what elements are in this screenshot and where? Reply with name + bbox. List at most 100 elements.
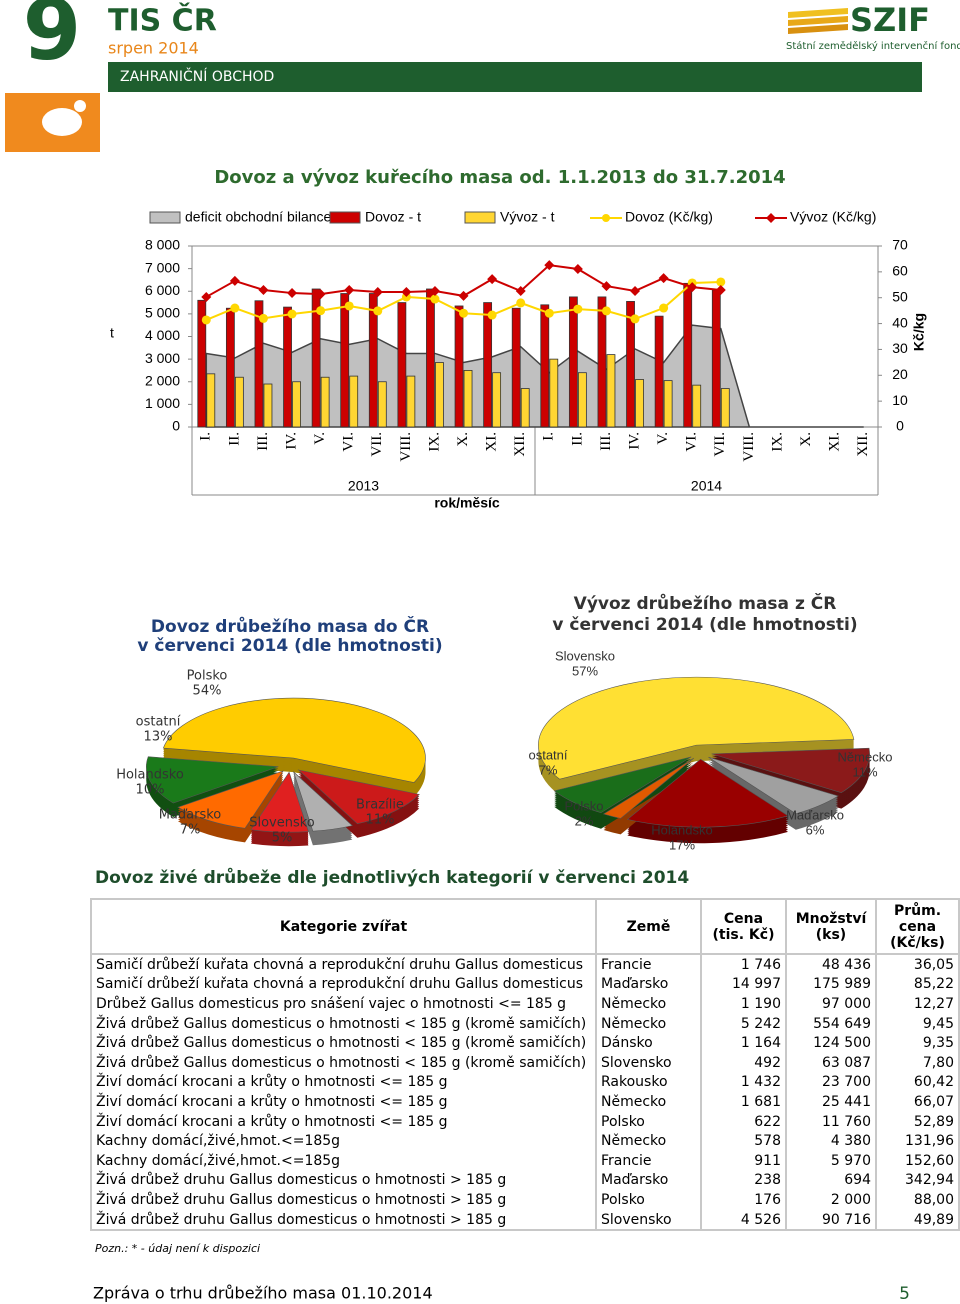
table-cell: 1 746 bbox=[700, 954, 787, 975]
marker bbox=[515, 285, 526, 296]
pie-slice bbox=[602, 757, 694, 819]
table-cell: 694 bbox=[785, 1170, 877, 1191]
marker bbox=[430, 294, 440, 304]
y-tick-label: 7 000 bbox=[145, 259, 180, 275]
x-tick-label: III. bbox=[255, 432, 271, 451]
pie-value-label: 54% bbox=[193, 684, 222, 699]
y2-tick-label: 20 bbox=[892, 366, 908, 382]
x-tick-label: VIII. bbox=[741, 432, 757, 462]
marker bbox=[201, 315, 211, 325]
page-number: 5 bbox=[899, 1284, 910, 1304]
marker bbox=[487, 274, 498, 285]
marker bbox=[487, 310, 497, 320]
table-cell: Živí domácí krocani a krůty o hmotnosti … bbox=[90, 1072, 597, 1093]
table-cell: Francie bbox=[595, 954, 702, 975]
table-cell: 11 760 bbox=[785, 1111, 877, 1132]
table-row: Kachny domácí,živé,hmot.<=185g Německo 578… bbox=[90, 1131, 960, 1151]
pie-value-label: 17% bbox=[669, 837, 695, 852]
table-cell: Polsko bbox=[595, 1111, 702, 1132]
x-tick-label: II. bbox=[226, 432, 242, 446]
table-cell: 90 716 bbox=[785, 1209, 877, 1232]
bar bbox=[692, 384, 702, 428]
bar bbox=[225, 307, 235, 428]
marker bbox=[658, 273, 669, 284]
x-tick-label: VII. bbox=[712, 432, 728, 457]
table-cell: 85,22 bbox=[875, 974, 960, 995]
marker bbox=[258, 313, 268, 323]
table-cell: 5 970 bbox=[785, 1150, 877, 1171]
table-cell: Kachny domácí,živé,hmot.<=185g bbox=[90, 1131, 597, 1151]
table-title: Dovoz živé drůbeže dle jednotlivých kate… bbox=[95, 866, 689, 888]
x-tick-label: III. bbox=[598, 432, 614, 451]
y2-tick-label: 30 bbox=[892, 340, 908, 356]
marker bbox=[659, 303, 669, 313]
marker bbox=[429, 285, 440, 296]
pie-slice bbox=[553, 756, 692, 814]
x-tick-label: X. bbox=[455, 432, 471, 447]
logo-number: 9 bbox=[23, 0, 81, 79]
pie-label: Maďarsko bbox=[159, 808, 222, 823]
bar bbox=[711, 289, 721, 428]
x-tick-label: II. bbox=[569, 432, 585, 446]
legend-swatch bbox=[329, 211, 361, 224]
pie-slice bbox=[538, 676, 855, 780]
table-cell: 152,60 bbox=[875, 1150, 960, 1171]
table-cell: 12,27 bbox=[875, 994, 960, 1014]
bar bbox=[406, 375, 416, 428]
table-cell: Živí domácí krocani a krůty o hmotnosti … bbox=[90, 1092, 597, 1112]
table-cell: 2 000 bbox=[785, 1190, 877, 1210]
data-table: Kategorie zvířat Země Cena (tis. Kč) Množst… bbox=[90, 898, 960, 1232]
pie-value-label: 11% bbox=[366, 813, 395, 828]
table-cell: Polsko bbox=[595, 1190, 702, 1210]
legend-swatch bbox=[464, 211, 496, 224]
marker bbox=[716, 277, 726, 287]
bar bbox=[568, 296, 578, 428]
table-cell: 4 526 bbox=[700, 1209, 787, 1232]
org-short: SZIF bbox=[850, 1, 930, 39]
table-body: Samičí drůbeží kuřata chovná a reprodukč… bbox=[90, 954, 960, 1232]
pie-label: Holandsko bbox=[116, 768, 184, 783]
legend-label: Dovoz (Kč/kg) bbox=[625, 209, 713, 225]
table-row: Živá drůbež druhu Gallus domesticus o hm… bbox=[90, 1209, 960, 1232]
logo-title: TIS ČR bbox=[108, 2, 217, 39]
marker bbox=[316, 306, 326, 316]
table-cell: 1 190 bbox=[700, 994, 787, 1014]
table-cell: Německo bbox=[595, 994, 702, 1014]
bar bbox=[720, 388, 730, 428]
y-tick-label: 3 000 bbox=[145, 350, 180, 366]
y-axis-label: t bbox=[110, 325, 114, 341]
table-cell: Německo bbox=[595, 1092, 702, 1112]
bar bbox=[654, 315, 664, 428]
pie-slice bbox=[250, 771, 309, 833]
table-cell: Rakousko bbox=[595, 1072, 702, 1093]
marker bbox=[687, 282, 698, 293]
x-tick-label: VII. bbox=[369, 432, 385, 457]
note: Pozn.: * - údaj není k dispozici bbox=[95, 1242, 260, 1255]
pie-value-label: 7% bbox=[180, 823, 201, 838]
pie-label: Německo bbox=[838, 749, 893, 764]
x-tick-label: VI. bbox=[684, 432, 700, 452]
y-tick-label: 4 000 bbox=[145, 327, 180, 343]
pie-slice bbox=[162, 697, 426, 783]
x-tick-label: I. bbox=[541, 432, 557, 441]
pie-title: Dovoz drůbežího masa do ČR bbox=[151, 615, 429, 637]
bar bbox=[540, 304, 550, 428]
y2-tick-label: 0 bbox=[896, 418, 904, 434]
y-tick-label: 0 bbox=[172, 418, 180, 434]
table-cell: Živá drůbež Gallus domesticus o hmotnost… bbox=[90, 1052, 597, 1073]
table-cell: 4 380 bbox=[785, 1131, 877, 1151]
table-cell: 175 989 bbox=[785, 974, 877, 995]
bar bbox=[683, 282, 693, 428]
marker bbox=[544, 260, 555, 271]
marker bbox=[258, 284, 269, 295]
pie-label: Maďarsko bbox=[786, 807, 844, 822]
marker bbox=[201, 291, 212, 302]
table-cell: 492 bbox=[700, 1052, 787, 1073]
bar bbox=[197, 299, 207, 428]
table-cell: 622 bbox=[700, 1111, 787, 1132]
pie-value-label: 7% bbox=[539, 762, 558, 777]
table-cell: 578 bbox=[700, 1131, 787, 1151]
bar bbox=[549, 358, 559, 428]
table-cell: 25 441 bbox=[785, 1092, 877, 1112]
x-tick-label: X. bbox=[798, 432, 814, 447]
